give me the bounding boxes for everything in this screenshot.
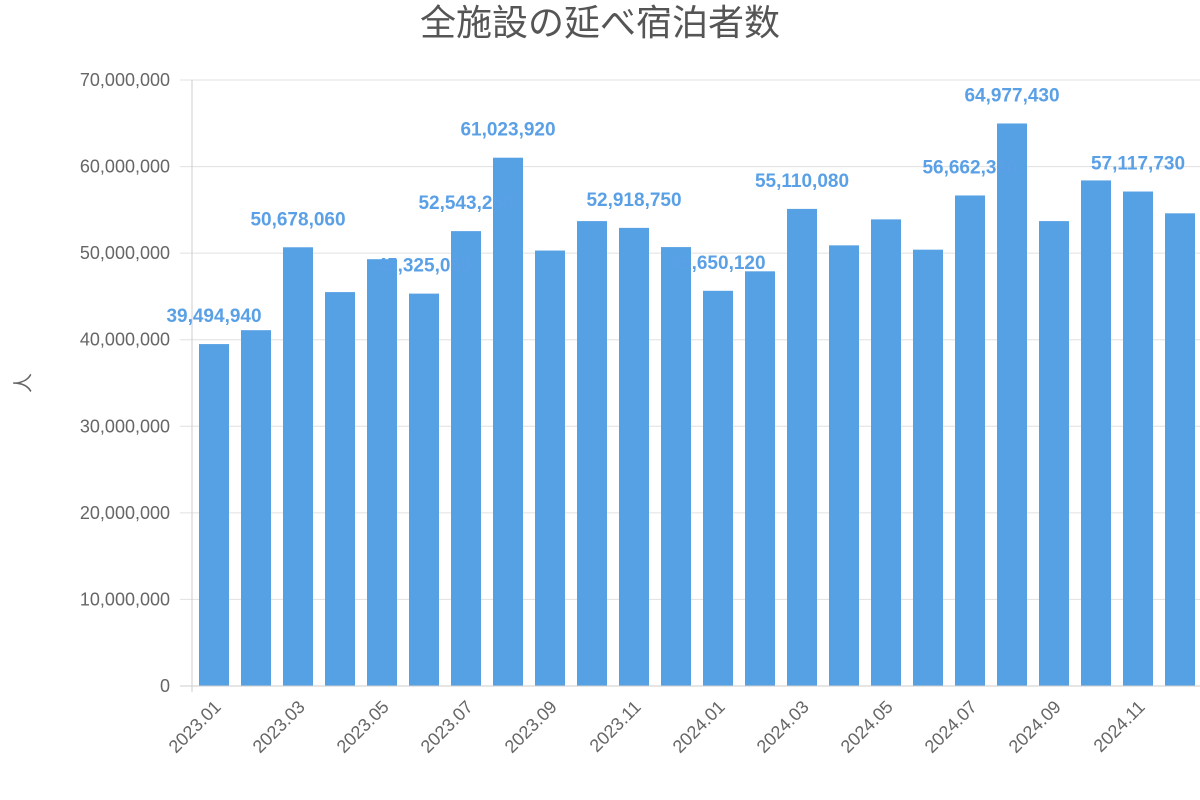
data-label: 52,543,250 xyxy=(418,193,513,214)
bar xyxy=(325,292,355,686)
bar xyxy=(1081,180,1111,686)
chart-title: 全施設の延べ宿泊者数 xyxy=(419,3,780,44)
x-tick-label: 2023.03 xyxy=(249,697,309,757)
bar xyxy=(661,247,691,686)
bar xyxy=(871,219,901,686)
x-tick-label: 2023.09 xyxy=(501,697,561,757)
bar xyxy=(241,330,271,686)
data-label: 57,117,730 xyxy=(1091,154,1185,175)
bar xyxy=(199,344,229,686)
data-label: 45,325,050 xyxy=(376,256,471,277)
data-labels: 39,494,940 50,678,060 45,325,050 52,543,250… xyxy=(166,85,1185,327)
bar xyxy=(745,271,775,686)
data-label: 55,110,080 xyxy=(755,171,849,192)
bar xyxy=(409,293,439,686)
x-tick-label: 2023.05 xyxy=(333,697,393,757)
x-tick-label: 2024.05 xyxy=(837,697,897,757)
y-tick-label: 40,000,000 xyxy=(80,330,170,350)
bar xyxy=(367,259,397,686)
bar xyxy=(619,227,649,686)
bar xyxy=(535,250,565,686)
x-tick-label: 2024.03 xyxy=(753,697,813,757)
y-tick-label: 50,000,000 xyxy=(80,243,170,263)
data-label: 52,918,750 xyxy=(586,190,681,211)
bar xyxy=(493,157,523,686)
bar xyxy=(1165,213,1195,686)
y-axis-label: 人 xyxy=(11,373,35,393)
y-tick-label: 0 xyxy=(160,676,170,696)
bar xyxy=(829,245,859,686)
x-tick-label: 2023.01 xyxy=(165,697,225,757)
bar xyxy=(1039,221,1069,686)
bars xyxy=(199,123,1195,687)
x-tick-label: 2024.01 xyxy=(669,697,729,757)
x-tick-label: 2023.11 xyxy=(586,697,645,756)
x-tick-label: 2024.11 xyxy=(1090,697,1149,756)
y-tick-label: 30,000,000 xyxy=(80,416,170,436)
y-tick-label: 70,000,000 xyxy=(80,70,170,90)
bar xyxy=(283,247,313,686)
y-tick-labels: 0 10,000,000 20,000,000 30,000,000 40,000,00… xyxy=(80,70,170,696)
y-tick-label: 10,000,000 xyxy=(80,589,170,609)
bar xyxy=(913,249,943,686)
bar xyxy=(703,290,733,686)
bar xyxy=(451,231,481,686)
data-label: 56,662,350 xyxy=(922,157,1017,178)
bar xyxy=(955,195,985,686)
bar xyxy=(1123,191,1153,686)
y-tick-label: 60,000,000 xyxy=(80,157,170,177)
data-label: 50,678,060 xyxy=(250,209,345,230)
bar xyxy=(787,208,817,686)
data-label: 64,977,430 xyxy=(964,85,1059,106)
x-tick-labels: 2023.01 2023.03 2023.05 2023.07 2023.09 2023.… xyxy=(165,697,1149,757)
y-tick-label: 20,000,000 xyxy=(80,503,170,523)
bar xyxy=(997,123,1027,687)
data-label: 61,023,920 xyxy=(460,120,555,141)
axes xyxy=(191,80,1200,692)
data-label: 45,650,120 xyxy=(670,253,765,274)
x-tick-label: 2024.09 xyxy=(1005,697,1065,757)
data-label: 39,494,940 xyxy=(166,306,261,327)
x-tick-label: 2023.07 xyxy=(417,697,477,757)
bar xyxy=(577,221,607,686)
x-tick-label: 2024.07 xyxy=(921,697,981,757)
